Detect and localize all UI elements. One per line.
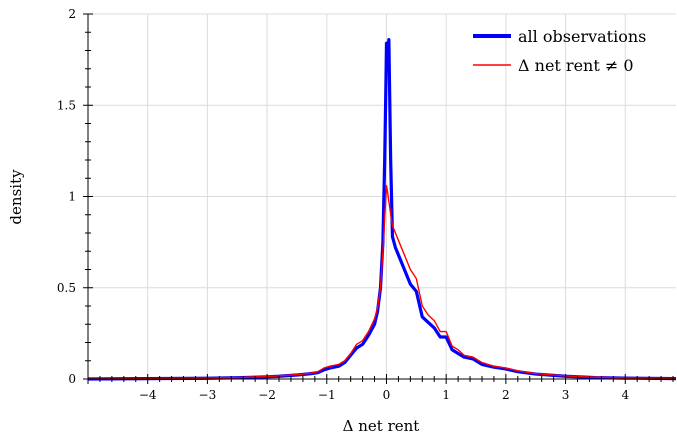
y-tick-label-1: 0.5 [57,281,76,295]
series-line-1 [87,184,677,380]
x-tick-label-0: −4 [139,388,157,402]
y-tick-label-0: 0 [68,372,76,386]
y-tick-label-4: 2 [68,7,76,21]
y-axis-title: density [7,169,25,225]
y-tick-label-3: 1.5 [57,98,76,112]
x-tick-label-7: 3 [562,388,570,402]
x-tick-label-6: 2 [502,388,510,402]
x-tick-label-8: 4 [621,388,629,402]
x-tick-label-3: −1 [318,388,336,402]
y-tick-label-2: 1 [68,190,76,204]
x-tick-label-4: 0 [383,388,391,402]
x-tick-label-5: 1 [442,388,450,402]
legend-label-all-observations: all observations [518,27,646,46]
x-tick-label-1: −3 [199,388,217,402]
x-tick-label-2: −2 [258,388,276,402]
axes [83,13,676,384]
plot-lines [87,37,677,381]
series-line-0 [87,37,677,381]
legend-label-nonzero-change: Δ net rent ≠ 0 [518,56,634,75]
tick-labels: −4 −3 −2 −1 0 1 2 3 4 0 0.5 1 1.5 2 [57,7,630,402]
legend: all observations Δ net rent ≠ 0 [473,27,646,75]
x-axis-title: Δ net rent [343,417,420,435]
